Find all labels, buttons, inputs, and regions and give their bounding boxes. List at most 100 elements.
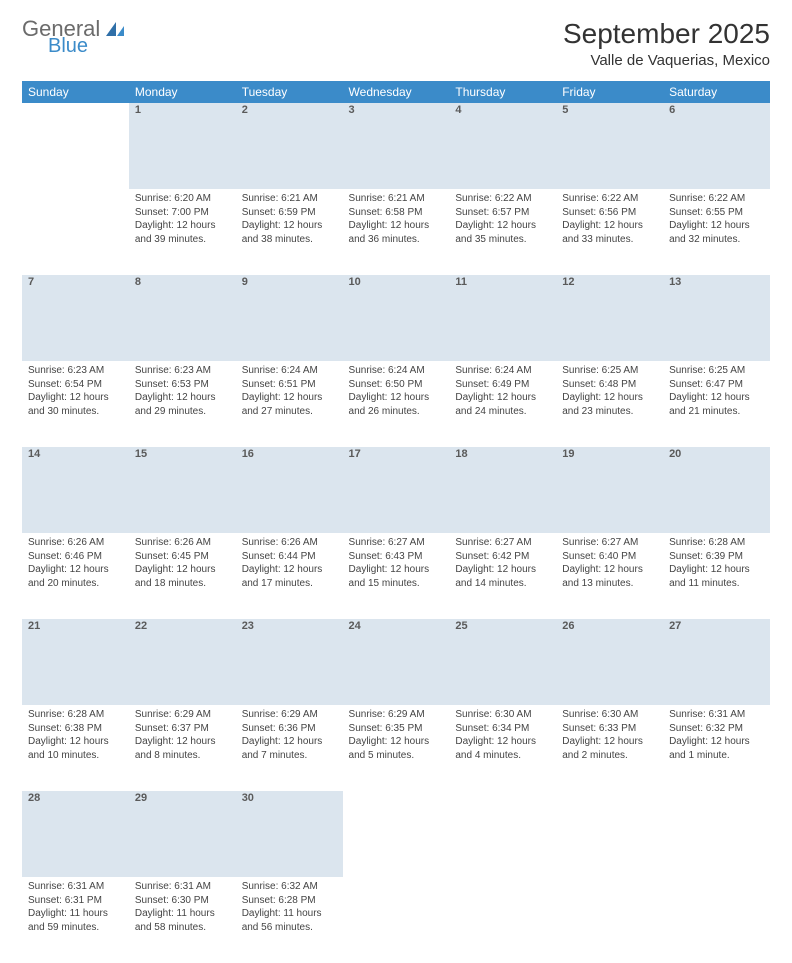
day-cell: Sunrise: 6:27 AMSunset: 6:42 PMDaylight:… (449, 533, 556, 619)
daylight-text: Daylight: 11 hours and 58 minutes. (135, 907, 230, 934)
sunset-text: Sunset: 6:58 PM (349, 206, 444, 220)
daylight-text: Daylight: 12 hours and 29 minutes. (135, 391, 230, 418)
sunset-text: Sunset: 6:42 PM (455, 550, 550, 564)
sunset-text: Sunset: 6:43 PM (349, 550, 444, 564)
day-cell: Sunrise: 6:20 AMSunset: 7:00 PMDaylight:… (129, 189, 236, 275)
daynum-cell (343, 791, 450, 877)
day-cell-body (556, 877, 663, 886)
day-cell: Sunrise: 6:29 AMSunset: 6:35 PMDaylight:… (343, 705, 450, 791)
daylight-text: Daylight: 12 hours and 21 minutes. (669, 391, 764, 418)
sunrise-text: Sunrise: 6:31 AM (135, 880, 230, 894)
daynum-cell: 19 (556, 447, 663, 533)
daynum-cell: 14 (22, 447, 129, 533)
sunset-text: Sunset: 6:48 PM (562, 378, 657, 392)
daynum-row: 123456 (22, 103, 770, 189)
daylight-text: Daylight: 12 hours and 1 minute. (669, 735, 764, 762)
sunrise-text: Sunrise: 6:22 AM (562, 192, 657, 206)
day-cell-body: Sunrise: 6:22 AMSunset: 6:55 PMDaylight:… (663, 189, 770, 252)
daylight-text: Daylight: 12 hours and 30 minutes. (28, 391, 123, 418)
sunrise-text: Sunrise: 6:27 AM (455, 536, 550, 550)
day-number (449, 791, 556, 793)
day-cell-body: Sunrise: 6:23 AMSunset: 6:53 PMDaylight:… (129, 361, 236, 424)
daynum-cell (556, 791, 663, 877)
sunset-text: Sunset: 6:40 PM (562, 550, 657, 564)
day-cell-body: Sunrise: 6:26 AMSunset: 6:45 PMDaylight:… (129, 533, 236, 596)
sunrise-text: Sunrise: 6:23 AM (28, 364, 123, 378)
sunrise-text: Sunrise: 6:26 AM (242, 536, 337, 550)
title-month: September 2025 (563, 18, 770, 50)
day-number: 11 (449, 275, 556, 289)
sunrise-text: Sunrise: 6:27 AM (349, 536, 444, 550)
day-cell (449, 877, 556, 963)
day-cell-body: Sunrise: 6:27 AMSunset: 6:40 PMDaylight:… (556, 533, 663, 596)
day-cell: Sunrise: 6:26 AMSunset: 6:44 PMDaylight:… (236, 533, 343, 619)
day-number (556, 791, 663, 793)
title-location: Valle de Vaquerias, Mexico (563, 52, 770, 69)
day-number: 25 (449, 619, 556, 633)
week-row: Sunrise: 6:23 AMSunset: 6:54 PMDaylight:… (22, 361, 770, 447)
daynum-cell: 12 (556, 275, 663, 361)
sunrise-text: Sunrise: 6:24 AM (242, 364, 337, 378)
sunrise-text: Sunrise: 6:24 AM (349, 364, 444, 378)
sunset-text: Sunset: 6:59 PM (242, 206, 337, 220)
sunrise-text: Sunrise: 6:24 AM (455, 364, 550, 378)
daylight-text: Daylight: 12 hours and 10 minutes. (28, 735, 123, 762)
daylight-text: Daylight: 12 hours and 38 minutes. (242, 219, 337, 246)
day-cell-body: Sunrise: 6:28 AMSunset: 6:39 PMDaylight:… (663, 533, 770, 596)
sunset-text: Sunset: 6:57 PM (455, 206, 550, 220)
sunset-text: Sunset: 6:56 PM (562, 206, 657, 220)
day-cell: Sunrise: 6:27 AMSunset: 6:43 PMDaylight:… (343, 533, 450, 619)
daylight-text: Daylight: 12 hours and 26 minutes. (349, 391, 444, 418)
day-number: 1 (129, 103, 236, 117)
day-cell-body: Sunrise: 6:29 AMSunset: 6:35 PMDaylight:… (343, 705, 450, 768)
sunrise-text: Sunrise: 6:21 AM (349, 192, 444, 206)
daynum-cell: 8 (129, 275, 236, 361)
day-cell: Sunrise: 6:32 AMSunset: 6:28 PMDaylight:… (236, 877, 343, 963)
sunrise-text: Sunrise: 6:31 AM (28, 880, 123, 894)
day-number: 13 (663, 275, 770, 289)
daylight-text: Daylight: 12 hours and 8 minutes. (135, 735, 230, 762)
day-number: 5 (556, 103, 663, 117)
day-number: 18 (449, 447, 556, 461)
title-block: September 2025 Valle de Vaquerias, Mexic… (563, 18, 770, 69)
day-cell-body: Sunrise: 6:24 AMSunset: 6:51 PMDaylight:… (236, 361, 343, 424)
logo-text-blue: Blue (48, 36, 126, 56)
day-cell: Sunrise: 6:27 AMSunset: 6:40 PMDaylight:… (556, 533, 663, 619)
daylight-text: Daylight: 12 hours and 11 minutes. (669, 563, 764, 590)
day-cell: Sunrise: 6:30 AMSunset: 6:34 PMDaylight:… (449, 705, 556, 791)
day-cell-body: Sunrise: 6:31 AMSunset: 6:32 PMDaylight:… (663, 705, 770, 768)
daynum-cell: 7 (22, 275, 129, 361)
daynum-cell: 10 (343, 275, 450, 361)
sunrise-text: Sunrise: 6:30 AM (455, 708, 550, 722)
day-cell: Sunrise: 6:24 AMSunset: 6:50 PMDaylight:… (343, 361, 450, 447)
sunset-text: Sunset: 6:30 PM (135, 894, 230, 908)
day-cell: Sunrise: 6:21 AMSunset: 6:59 PMDaylight:… (236, 189, 343, 275)
sunrise-text: Sunrise: 6:23 AM (135, 364, 230, 378)
daynum-cell: 27 (663, 619, 770, 705)
day-cell-body: Sunrise: 6:31 AMSunset: 6:30 PMDaylight:… (129, 877, 236, 940)
sunrise-text: Sunrise: 6:28 AM (28, 708, 123, 722)
day-number: 14 (22, 447, 129, 461)
logo: General Blue (22, 18, 126, 56)
sunset-text: Sunset: 6:49 PM (455, 378, 550, 392)
daylight-text: Daylight: 12 hours and 7 minutes. (242, 735, 337, 762)
sunset-text: Sunset: 6:47 PM (669, 378, 764, 392)
sunrise-text: Sunrise: 6:25 AM (669, 364, 764, 378)
week-row: Sunrise: 6:28 AMSunset: 6:38 PMDaylight:… (22, 705, 770, 791)
day-number: 3 (343, 103, 450, 117)
day-number: 10 (343, 275, 450, 289)
daynum-cell: 9 (236, 275, 343, 361)
sunrise-text: Sunrise: 6:27 AM (562, 536, 657, 550)
day-cell: Sunrise: 6:31 AMSunset: 6:32 PMDaylight:… (663, 705, 770, 791)
daylight-text: Daylight: 12 hours and 5 minutes. (349, 735, 444, 762)
day-cell: Sunrise: 6:28 AMSunset: 6:38 PMDaylight:… (22, 705, 129, 791)
sunset-text: Sunset: 6:39 PM (669, 550, 764, 564)
day-cell-body (22, 189, 129, 198)
daylight-text: Daylight: 12 hours and 20 minutes. (28, 563, 123, 590)
day-number (22, 103, 129, 105)
daynum-cell: 29 (129, 791, 236, 877)
sunset-text: Sunset: 7:00 PM (135, 206, 230, 220)
sunset-text: Sunset: 6:37 PM (135, 722, 230, 736)
day-number: 19 (556, 447, 663, 461)
sunset-text: Sunset: 6:31 PM (28, 894, 123, 908)
